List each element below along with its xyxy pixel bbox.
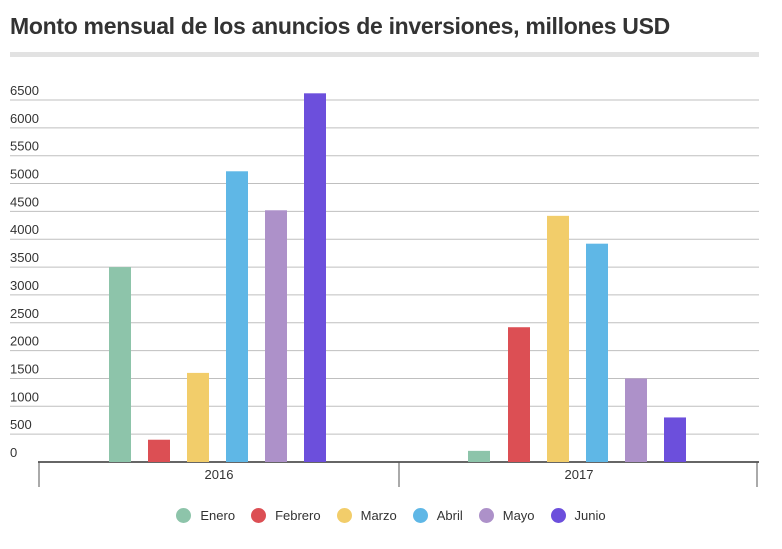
chart-title: Monto mensual de los anuncios de inversi… bbox=[10, 13, 670, 39]
bar-enero-2017 bbox=[468, 450, 490, 462]
chart-legend: Enero Febrero Marzo Abril Mayo Junio bbox=[0, 508, 782, 523]
legend-label: Mayo bbox=[502, 508, 535, 523]
y-tick-label: 4000 bbox=[10, 222, 39, 237]
legend-label: Junio bbox=[574, 508, 606, 523]
bar-marzo-2017 bbox=[547, 215, 569, 462]
legend-item-abril: Abril bbox=[412, 508, 463, 523]
bar-mayo-2017 bbox=[625, 378, 647, 462]
y-tick-label: 2500 bbox=[10, 306, 39, 321]
legend-swatch bbox=[478, 508, 494, 523]
y-tick-label: 1000 bbox=[10, 389, 39, 404]
y-tick-label: 1500 bbox=[10, 361, 39, 376]
legend-label: Enero bbox=[200, 508, 236, 523]
legend-item-mayo: Mayo bbox=[478, 508, 535, 523]
legend-swatch bbox=[251, 508, 267, 523]
bar-marzo-2016 bbox=[187, 372, 209, 462]
bar-junio-2017 bbox=[664, 417, 686, 462]
legend-swatch bbox=[336, 508, 352, 523]
bar-febrero-2017 bbox=[508, 327, 530, 462]
legend-label: Abril bbox=[436, 508, 463, 523]
y-tick-label: 6500 bbox=[10, 83, 39, 98]
y-tick-label: 4500 bbox=[10, 194, 39, 209]
y-tick-label: 2000 bbox=[10, 334, 39, 349]
y-tick-label: 3500 bbox=[10, 250, 39, 265]
legend-label: Marzo bbox=[360, 508, 397, 523]
bar-chart: 0 500 1000 1500 2000 2500 3000 3500 4000 4500 5000… bbox=[10, 83, 759, 487]
title-divider bbox=[10, 52, 759, 57]
legend-swatch bbox=[412, 508, 428, 523]
bar-febrero-2016 bbox=[148, 439, 170, 462]
legend-item-junio: Junio bbox=[550, 508, 606, 523]
legend-swatch bbox=[550, 508, 566, 523]
legend-item-febrero: Febrero bbox=[251, 508, 321, 523]
bar-enero-2016 bbox=[109, 267, 131, 462]
bar-mayo-2016 bbox=[265, 210, 287, 462]
x-tick-label: 2017 bbox=[565, 467, 594, 482]
x-tick-label: 2016 bbox=[205, 467, 234, 482]
y-tick-label: 500 bbox=[10, 417, 32, 432]
legend-swatch bbox=[176, 508, 192, 523]
y-tick-label: 5000 bbox=[10, 167, 39, 182]
legend-item-marzo: Marzo bbox=[336, 508, 397, 523]
bar-abril-2016 bbox=[226, 171, 248, 463]
legend-label: Febrero bbox=[275, 508, 321, 523]
bar-abril-2017 bbox=[586, 243, 608, 462]
y-tick-label: 3000 bbox=[10, 278, 39, 293]
y-tick-label: 0 bbox=[10, 445, 17, 460]
y-tick-label: 6000 bbox=[10, 111, 39, 126]
y-tick-label: 5500 bbox=[10, 139, 39, 154]
legend-item-enero: Enero bbox=[176, 508, 235, 523]
bar-junio-2016 bbox=[304, 93, 326, 462]
